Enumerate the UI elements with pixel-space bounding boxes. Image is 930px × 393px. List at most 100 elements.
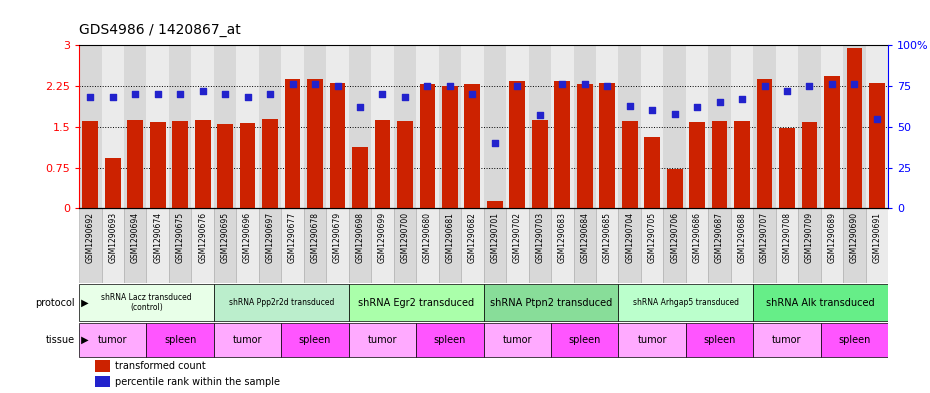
Bar <box>641 45 663 208</box>
Bar <box>618 284 753 321</box>
Point <box>779 88 794 94</box>
Text: spleen: spleen <box>164 335 196 345</box>
Bar <box>214 208 236 283</box>
Text: GSM1290703: GSM1290703 <box>536 212 544 263</box>
Point <box>532 112 547 118</box>
Point <box>487 140 502 146</box>
Bar <box>685 208 709 283</box>
Bar <box>218 124 233 208</box>
Bar <box>820 208 844 283</box>
Text: GSM1290679: GSM1290679 <box>333 212 342 263</box>
Text: GSM1290695: GSM1290695 <box>220 212 230 263</box>
Text: GSM1290678: GSM1290678 <box>311 212 320 263</box>
Bar <box>417 208 439 283</box>
Point <box>240 94 255 101</box>
Bar <box>618 45 641 208</box>
Bar <box>194 120 210 208</box>
Text: GSM1290702: GSM1290702 <box>512 212 522 263</box>
Bar <box>326 45 349 208</box>
Bar <box>551 45 574 208</box>
Point <box>195 88 210 94</box>
Text: spleen: spleen <box>299 335 331 345</box>
Text: protocol: protocol <box>34 298 74 308</box>
Text: spleen: spleen <box>838 335 870 345</box>
Bar <box>574 208 596 283</box>
Bar <box>349 284 484 321</box>
Bar <box>506 45 528 208</box>
Bar <box>83 121 99 208</box>
Bar <box>79 208 101 283</box>
Point <box>802 83 817 89</box>
Point <box>308 81 323 88</box>
Text: GSM1290704: GSM1290704 <box>625 212 634 263</box>
Point <box>667 110 682 117</box>
Bar <box>599 83 615 208</box>
Text: GSM1290690: GSM1290690 <box>850 212 859 263</box>
Bar <box>214 45 236 208</box>
Text: shRNA Arhgap5 transduced: shRNA Arhgap5 transduced <box>633 298 738 307</box>
Bar <box>214 323 281 357</box>
Bar <box>417 323 484 357</box>
Bar <box>779 128 795 208</box>
Bar <box>439 208 461 283</box>
Bar <box>101 208 124 283</box>
Bar <box>618 208 641 283</box>
Text: shRNA Alk transduced: shRNA Alk transduced <box>766 298 875 308</box>
Point <box>555 81 570 88</box>
Point <box>870 116 884 122</box>
Bar <box>95 376 110 387</box>
Text: GSM1290688: GSM1290688 <box>737 212 747 263</box>
Text: GSM1290709: GSM1290709 <box>805 212 814 263</box>
Text: percentile rank within the sample: percentile rank within the sample <box>115 377 281 387</box>
Text: tumor: tumor <box>232 335 262 345</box>
Point <box>105 94 120 101</box>
Point <box>735 96 750 102</box>
Text: GSM1290698: GSM1290698 <box>355 212 365 263</box>
Bar <box>551 208 574 283</box>
Bar <box>866 208 888 283</box>
Bar <box>419 84 435 208</box>
Point <box>847 81 862 88</box>
Point <box>690 104 705 110</box>
Text: GSM1290696: GSM1290696 <box>243 212 252 263</box>
Text: GSM1290689: GSM1290689 <box>828 212 836 263</box>
Point <box>757 83 772 89</box>
Text: GSM1290699: GSM1290699 <box>378 212 387 263</box>
Bar <box>105 158 121 208</box>
Bar <box>528 208 551 283</box>
Bar <box>731 208 753 283</box>
Bar <box>262 119 278 208</box>
Text: ▶: ▶ <box>78 335 88 345</box>
Bar <box>371 45 393 208</box>
Text: GSM1290706: GSM1290706 <box>671 212 679 263</box>
Bar <box>685 45 709 208</box>
Bar <box>757 79 773 208</box>
Text: tumor: tumor <box>367 335 397 345</box>
Text: GSM1290681: GSM1290681 <box>445 212 455 263</box>
Bar <box>172 121 188 208</box>
Bar <box>79 284 214 321</box>
Bar <box>506 208 528 283</box>
Bar <box>484 45 506 208</box>
Point <box>420 83 435 89</box>
Bar <box>734 121 750 208</box>
Text: tumor: tumor <box>772 335 802 345</box>
Bar <box>281 208 304 283</box>
Bar <box>371 208 393 283</box>
Bar <box>596 45 618 208</box>
Bar <box>147 323 214 357</box>
Bar <box>663 208 685 283</box>
Text: GSM1290687: GSM1290687 <box>715 212 724 263</box>
Bar <box>484 208 506 283</box>
Bar <box>663 45 685 208</box>
Bar <box>349 208 371 283</box>
Bar <box>574 45 596 208</box>
Bar <box>528 45 551 208</box>
Point <box>443 83 458 89</box>
Bar <box>667 169 683 208</box>
Text: GSM1290686: GSM1290686 <box>693 212 701 263</box>
Point <box>352 104 367 110</box>
Bar <box>844 208 866 283</box>
Text: spleen: spleen <box>568 335 601 345</box>
Bar <box>824 76 840 208</box>
